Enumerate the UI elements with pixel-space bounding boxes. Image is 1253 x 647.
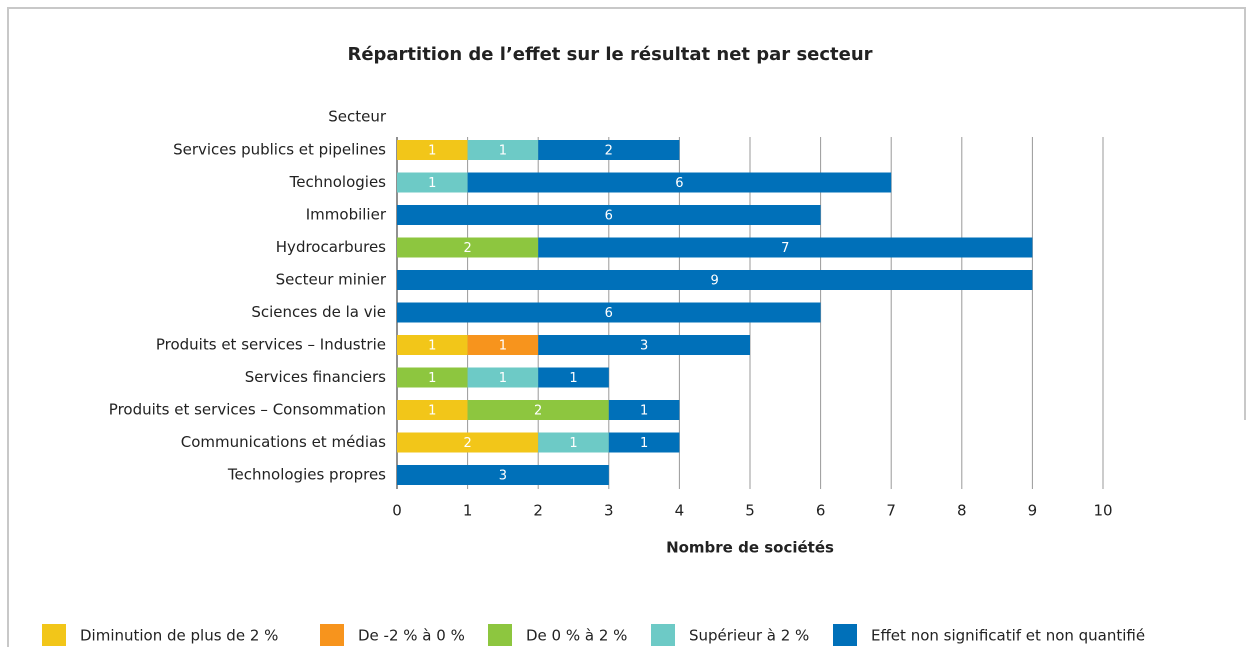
bar-segment bbox=[467, 400, 609, 420]
legend-swatch bbox=[42, 624, 66, 646]
x-tick-label: 2 bbox=[533, 502, 543, 520]
x-tick-label: 7 bbox=[886, 502, 896, 520]
data-label: 1 bbox=[499, 339, 507, 354]
data-label: 3 bbox=[499, 469, 507, 484]
bar-segment bbox=[397, 465, 609, 485]
bar-segment bbox=[467, 172, 892, 193]
y-tick-label: Secteur minier bbox=[276, 271, 387, 289]
data-label: 1 bbox=[428, 404, 436, 419]
legend-label: De -2 % à 0 % bbox=[358, 627, 465, 645]
legend-swatch bbox=[833, 624, 857, 646]
chart-title: Répartition de l’effet sur le résultat n… bbox=[347, 44, 872, 65]
bar-segment bbox=[538, 140, 680, 160]
bar-segment bbox=[608, 432, 680, 453]
bar-segment bbox=[538, 335, 750, 355]
x-axis-label: Nombre de sociétés bbox=[666, 539, 834, 557]
data-label: 1 bbox=[428, 144, 436, 159]
data-label: 2 bbox=[534, 404, 542, 419]
y-tick-label: Communications et médias bbox=[181, 433, 386, 451]
data-label: 1 bbox=[428, 371, 436, 386]
data-label: 6 bbox=[605, 306, 613, 321]
bar-segment bbox=[467, 335, 539, 355]
bar-segment bbox=[397, 140, 468, 160]
bar-segment bbox=[397, 205, 821, 225]
bar-segment bbox=[397, 335, 468, 355]
legend-label: Effet non significatif et non quantifié bbox=[871, 627, 1145, 645]
data-label: 7 bbox=[781, 241, 789, 256]
data-label: 3 bbox=[640, 339, 648, 354]
data-label: 1 bbox=[499, 371, 507, 386]
x-tick-label: 8 bbox=[957, 502, 967, 520]
data-label: 1 bbox=[499, 144, 507, 159]
y-tick-label: Immobilier bbox=[306, 206, 387, 224]
bar-segment bbox=[397, 172, 468, 193]
x-tick-label: 9 bbox=[1028, 502, 1038, 520]
legend-label: De 0 % à 2 % bbox=[526, 627, 627, 645]
bar-segment bbox=[397, 367, 468, 388]
bar-segment bbox=[467, 140, 539, 160]
bar-segment bbox=[538, 237, 1033, 258]
y-tick-label: Produits et services – Consommation bbox=[109, 401, 386, 419]
data-label: 9 bbox=[711, 274, 719, 289]
bar-segment bbox=[397, 270, 1033, 290]
data-label: 1 bbox=[428, 176, 436, 191]
y-axis-label: Secteur bbox=[328, 108, 387, 126]
data-label: 2 bbox=[605, 144, 613, 159]
bar-segment bbox=[538, 367, 609, 388]
y-tick-label: Hydrocarbures bbox=[276, 238, 386, 256]
bar-segment bbox=[397, 302, 821, 323]
data-label: 1 bbox=[569, 436, 577, 451]
data-label: 1 bbox=[569, 371, 577, 386]
data-label: 1 bbox=[640, 436, 648, 451]
y-tick-label: Technologies bbox=[289, 173, 387, 191]
x-tick-label: 5 bbox=[745, 502, 755, 520]
bar-segment bbox=[467, 367, 539, 388]
y-tick-label: Services publics et pipelines bbox=[173, 141, 386, 159]
x-tick-label: 0 bbox=[392, 502, 402, 520]
legend-label: Diminution de plus de 2 % bbox=[80, 627, 278, 645]
y-tick-label: Sciences de la vie bbox=[251, 303, 386, 321]
x-tick-label: 1 bbox=[463, 502, 473, 520]
x-tick-label: 3 bbox=[604, 502, 614, 520]
x-tick-label: 6 bbox=[816, 502, 826, 520]
legend-label: Supérieur à 2 % bbox=[689, 627, 809, 645]
x-tick-label: 4 bbox=[675, 502, 685, 520]
legend-swatch bbox=[320, 624, 344, 646]
data-label: 1 bbox=[428, 339, 436, 354]
bar-segment bbox=[397, 400, 468, 420]
data-label: 2 bbox=[463, 436, 471, 451]
y-tick-label: Produits et services – Industrie bbox=[156, 336, 386, 354]
data-label: 1 bbox=[640, 404, 648, 419]
data-label: 6 bbox=[675, 176, 683, 191]
bar-segment bbox=[397, 432, 539, 453]
x-tick-label: 10 bbox=[1093, 502, 1112, 520]
bar-segment bbox=[397, 237, 539, 258]
legend-swatch bbox=[651, 624, 675, 646]
data-label: 2 bbox=[463, 241, 471, 256]
data-label: 6 bbox=[605, 209, 613, 224]
bar-segment bbox=[538, 432, 609, 453]
y-tick-label: Services financiers bbox=[245, 368, 386, 386]
legend-swatch bbox=[488, 624, 512, 646]
frame bbox=[7, 7, 1246, 647]
y-tick-label: Technologies propres bbox=[227, 466, 386, 484]
bar-segment bbox=[608, 400, 680, 420]
